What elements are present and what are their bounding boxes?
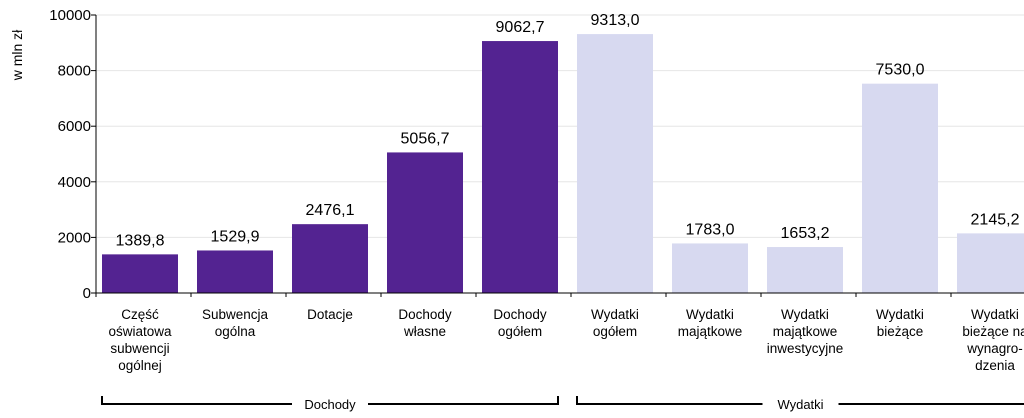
- bar: [482, 41, 558, 293]
- bar: [292, 224, 368, 293]
- group-label: Wydatki: [777, 397, 823, 412]
- category-label-line: Wydatki: [781, 307, 829, 322]
- category-label-line: bieżące: [877, 324, 924, 339]
- y-tick-label: 0: [83, 285, 91, 302]
- category-label: Wydatki majątkowe inwestycyjne: [767, 307, 844, 356]
- y-axis-label: w mln zł: [9, 29, 25, 81]
- category-label-line: Dochody: [493, 307, 547, 322]
- category-label: Wydatki bieżące na wynagro-dzenia: [962, 307, 1024, 373]
- y-tick-label: 4000: [58, 174, 91, 191]
- data-label: 5056,7: [401, 130, 450, 147]
- category-label: Wydatki majątkowe: [678, 307, 743, 339]
- category-label-line: Część: [121, 307, 159, 322]
- category-label-line: Wydatki: [971, 307, 1019, 322]
- data-label: 1389,8: [116, 232, 165, 249]
- bracket-right: [368, 396, 559, 405]
- data-label: 1653,2: [781, 225, 830, 242]
- y-tick-label: 2000: [58, 229, 91, 246]
- category-label-line: bieżące na: [962, 324, 1024, 339]
- category-label-line: ogółem: [593, 324, 637, 339]
- category-label-line: własne: [403, 324, 446, 339]
- category-label: Wydatki ogółem: [591, 307, 639, 339]
- category-label-line: ogółem: [498, 324, 542, 339]
- category-label-line: Subwencja: [202, 307, 269, 322]
- bar: [577, 34, 653, 293]
- bracket-left: [576, 396, 763, 405]
- category-label-line: dzenia: [975, 358, 1015, 373]
- y-tick-label: 6000: [58, 118, 91, 135]
- category-label: Część oświatowa subwencji ogólnej: [108, 307, 172, 373]
- data-label: 7530,0: [876, 62, 925, 79]
- bracket-right: [838, 403, 1024, 405]
- category-label: Wydatki bieżące: [876, 307, 924, 339]
- category-label-line: wynagro-: [966, 341, 1023, 356]
- data-label: 1529,9: [211, 228, 260, 245]
- category-label-line: Wydatki: [591, 307, 639, 322]
- group-brackets: Dochody Wydatki: [101, 396, 1024, 412]
- bar: [672, 243, 748, 293]
- category-label: Dochody własne: [398, 307, 452, 339]
- x-axis: Część oświatowa subwencji ogólnej Subwencja o…: [95, 292, 1024, 373]
- category-label-line: ogólna: [215, 324, 256, 339]
- bar: [387, 152, 463, 293]
- category-label-line: Wydatki: [686, 307, 734, 322]
- category-label-line: subwencji: [110, 341, 169, 356]
- category-label: Dotacje: [307, 307, 353, 322]
- bar: [767, 247, 843, 293]
- category-label: Subwencja ogólna: [202, 307, 269, 339]
- bars: 1389,8 1529,9 2476,1 5056,7 9062,7 9313,0 1783…: [102, 12, 1024, 293]
- group-label: Dochody: [304, 397, 356, 412]
- bar: [197, 250, 273, 293]
- data-label: 9313,0: [591, 12, 640, 29]
- category-label-line: majątkowe: [773, 324, 838, 339]
- bar: [102, 254, 178, 293]
- bar: [957, 233, 1024, 293]
- bracket-left: [101, 396, 292, 405]
- category-label-line: Dochody: [398, 307, 452, 322]
- data-label: 1783,0: [686, 221, 735, 238]
- data-label: 9062,7: [496, 19, 545, 36]
- category-label-line: ogólnej: [118, 358, 162, 373]
- y-tick-label: 8000: [58, 63, 91, 80]
- category-label: Dochody ogółem: [493, 307, 547, 339]
- category-label-line: Wydatki: [876, 307, 924, 322]
- category-label-line: Dotacje: [307, 307, 353, 322]
- data-label: 2145,2: [971, 211, 1020, 228]
- category-label-line: inwestycyjne: [767, 341, 844, 356]
- category-label-line: oświatowa: [108, 324, 172, 339]
- bar: [862, 83, 938, 293]
- category-label-line: majątkowe: [678, 324, 743, 339]
- data-label: 2476,1: [306, 202, 355, 219]
- y-axis: 0 2000 4000 6000 8000 10000: [49, 7, 97, 302]
- y-tick-label: 10000: [49, 7, 91, 24]
